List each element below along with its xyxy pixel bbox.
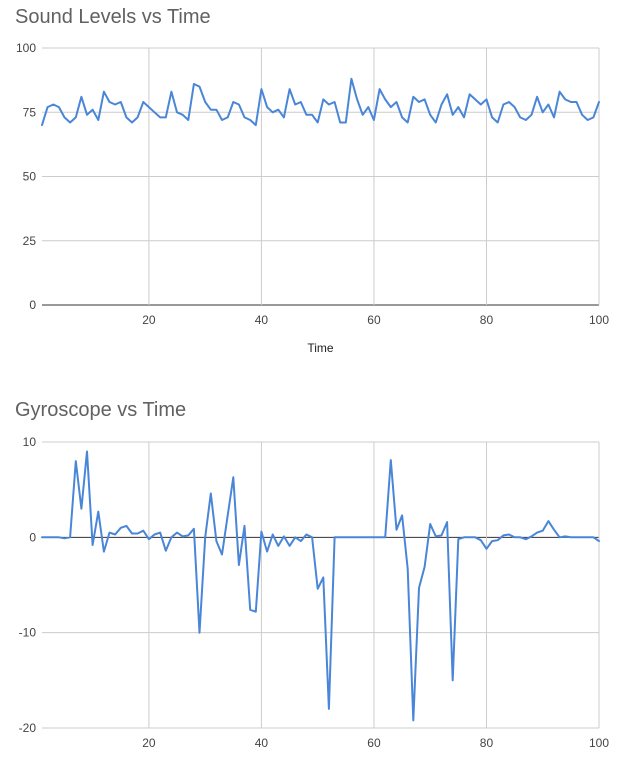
gyro-x-tick-label: 80: [480, 736, 494, 750]
gyro-y-tick-label: 10: [23, 435, 37, 449]
sound-y-tick-label: 0: [29, 298, 36, 312]
sound-x-tick-label: 40: [255, 313, 269, 327]
sound-x-tick-label: 20: [142, 313, 156, 327]
gyro-x-tick-label: 100: [589, 736, 609, 750]
gyro-x-tick-label: 60: [367, 736, 381, 750]
sound-chart-title: Sound Levels vs Time: [15, 6, 211, 28]
sound-x-tick-label: 60: [367, 313, 381, 327]
sound-levels-chart: 0 25 50 75 100 20 40 60 80 100 Time: [16, 41, 609, 355]
sound-y-tick-label: 75: [23, 105, 37, 119]
sound-series-line: [41, 77, 600, 127]
gyro-y-tick-label: -20: [19, 721, 37, 735]
gyro-y-tick-label: -10: [19, 626, 37, 640]
gyro-x-tick-label: 40: [255, 736, 269, 750]
sound-y-tick-label: 50: [23, 170, 37, 184]
gyroscope-chart-title: Gyroscope vs Time: [15, 399, 187, 421]
sound-y-tick-label: 25: [23, 234, 37, 248]
gyro-y-tick-label: 0: [29, 530, 36, 544]
sound-x-tick-label: 80: [480, 313, 494, 327]
sound-x-axis-title: Time: [307, 341, 334, 355]
gyro-series-line: [41, 450, 600, 722]
sound-y-tick-label: 100: [16, 41, 36, 55]
gyro-x-tick-label: 20: [142, 736, 156, 750]
sound-x-tick-label: 100: [589, 313, 609, 327]
